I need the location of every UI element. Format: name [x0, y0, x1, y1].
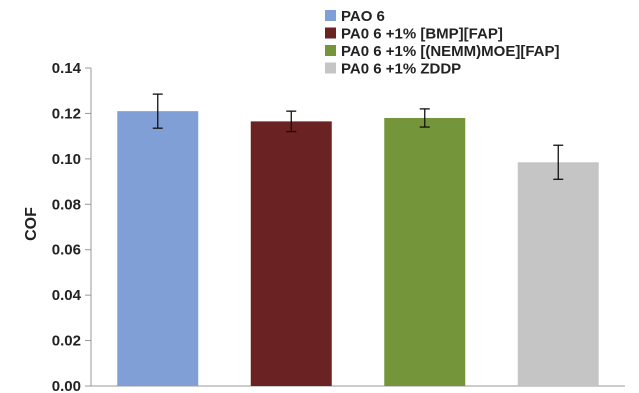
error-bar	[553, 144, 564, 180]
bar	[117, 111, 199, 387]
y-tick-label: 0.10	[52, 151, 81, 168]
y-tick-label: 0.00	[52, 378, 81, 393]
y-tick-label: 0.06	[52, 242, 81, 259]
legend-swatch	[325, 10, 336, 21]
error-bars	[152, 93, 564, 180]
y-tick-label: 0.14	[52, 60, 82, 77]
legend-label: PAO 6	[341, 8, 385, 25]
bar	[517, 162, 599, 386]
legend-swatch	[325, 27, 336, 39]
bars	[117, 111, 599, 387]
legend-label: PA0 6 +1% [(NEMM)MOE][FAP]	[341, 43, 560, 60]
bar	[250, 121, 332, 386]
legend-swatch	[325, 45, 336, 56]
y-axis-ticks: 0.00 0.02 0.04 0.06 0.08 0.10 0.12 0.14	[52, 60, 91, 393]
y-tick-label: 0.04	[52, 287, 82, 304]
y-tick-label: 0.08	[52, 196, 81, 213]
y-axis-title: COF	[23, 207, 40, 241]
legend-label: PA0 6 +1% ZDDP	[341, 61, 461, 78]
error-bar	[419, 108, 430, 128]
error-bar	[152, 93, 163, 129]
bar	[384, 117, 466, 386]
legend-label: PA0 6 +1% [BMP][FAP]	[341, 26, 503, 43]
error-bar	[286, 110, 297, 133]
legend-swatch	[325, 62, 336, 74]
y-tick-label: 0.12	[52, 105, 81, 122]
y-tick-label: 0.02	[52, 333, 81, 350]
